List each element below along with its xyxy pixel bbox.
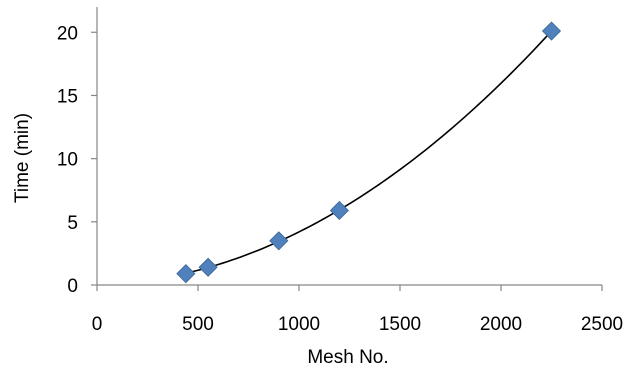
y-tick-label: 0 — [67, 276, 78, 297]
axes-layer — [96, 7, 602, 286]
y-tick-label: 5 — [67, 213, 78, 234]
data-point-1 — [176, 264, 196, 284]
x-tick-label: 2000 — [480, 314, 522, 335]
y-axis-title: Time (min) — [12, 113, 33, 203]
data-point-5 — [541, 21, 562, 41]
x-axis-title: Mesh No. — [307, 347, 388, 368]
y-tick-label: 10 — [57, 150, 78, 171]
x-tick-label: 500 — [182, 314, 214, 335]
data-point-3 — [269, 231, 289, 251]
trendline-layer — [185, 30, 553, 275]
y-tick-label: 15 — [57, 86, 78, 107]
points-layer — [176, 21, 562, 284]
ticks-layer: 0 500 1000 1500 2000 2500 0 5 10 15 20 — [57, 23, 623, 335]
y-tick-label: 20 — [57, 23, 78, 44]
trendline — [185, 30, 553, 275]
data-point-4 — [329, 200, 349, 221]
x-tick-label: 2500 — [581, 314, 623, 335]
x-tick-label: 1500 — [379, 314, 421, 335]
x-tick-label: 1000 — [278, 314, 320, 335]
data-point-2 — [198, 257, 218, 277]
x-tick-label: 0 — [92, 314, 103, 335]
